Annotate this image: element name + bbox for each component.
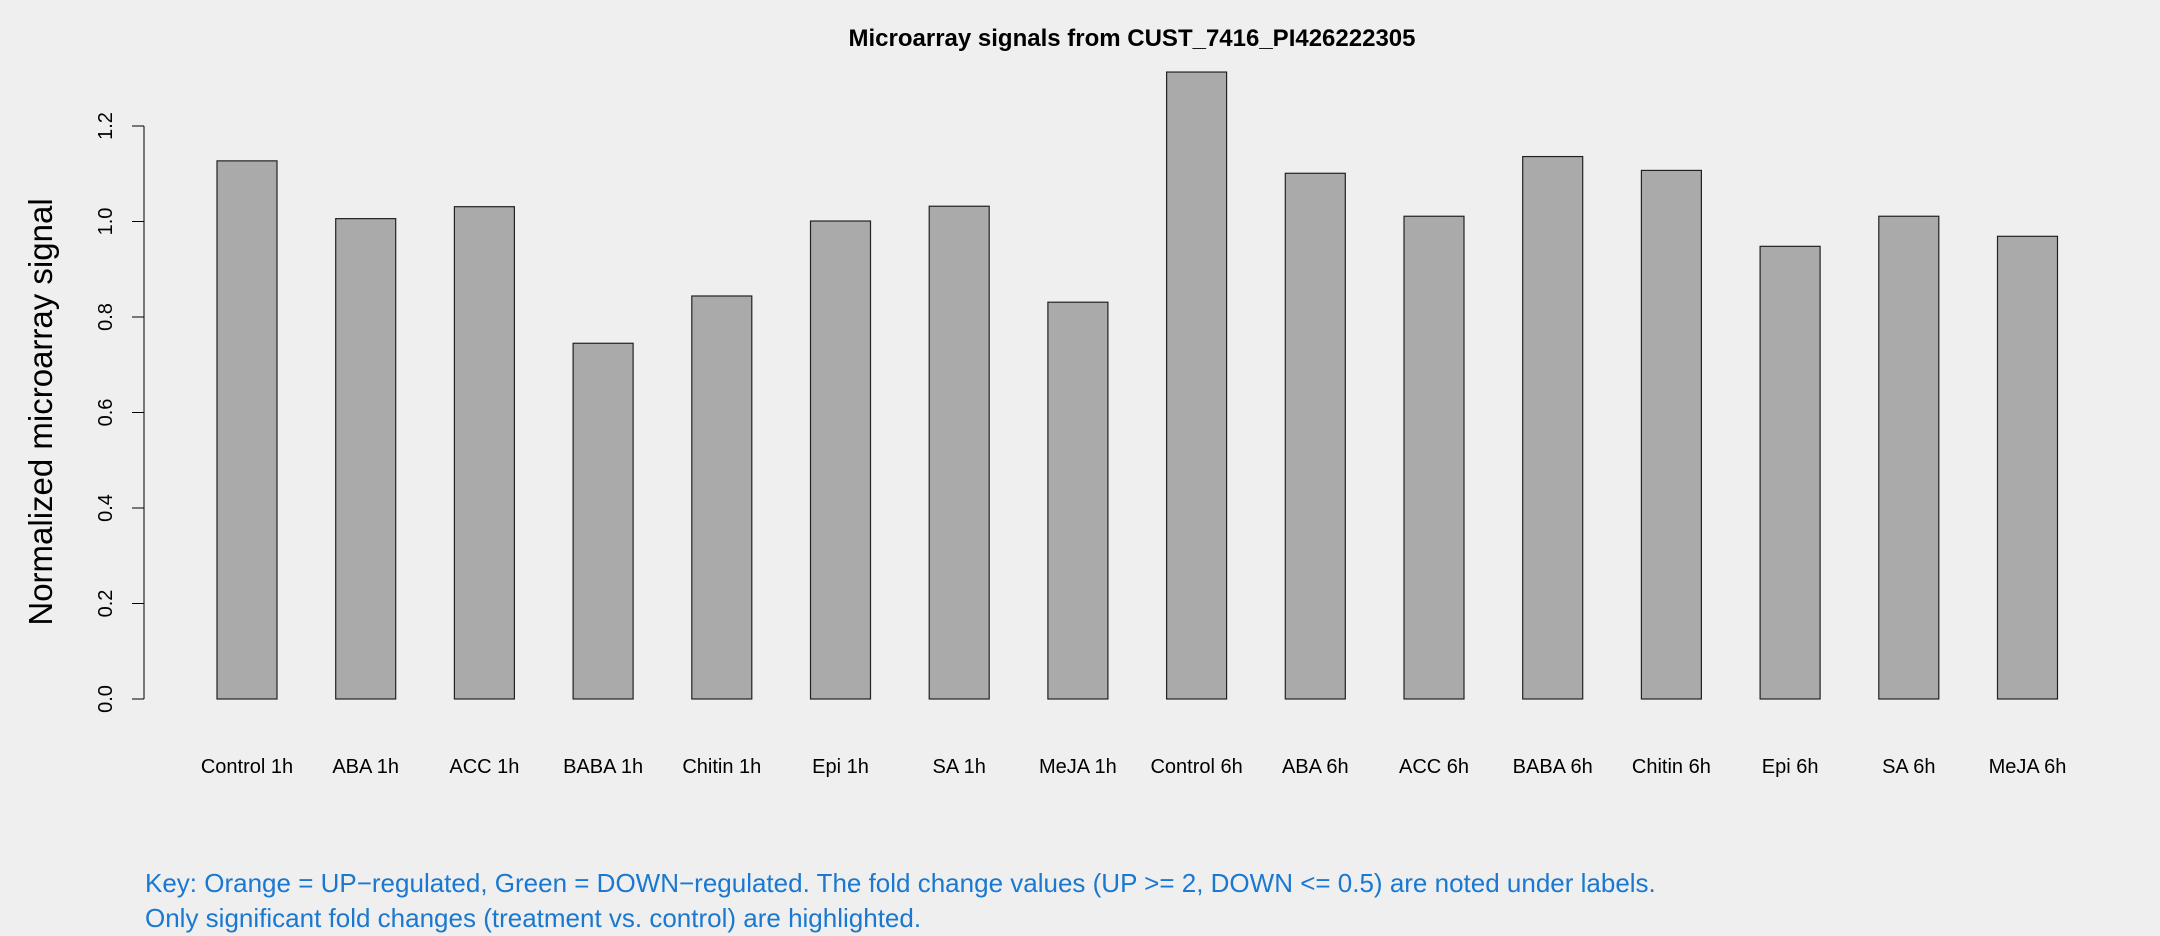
bars [216, 71, 2059, 700]
y-tick-label: 0.4 [95, 494, 117, 522]
bar-baba-1h [572, 342, 634, 700]
x-tick-label: Epi 1h [812, 756, 869, 778]
key-line-2: Only significant fold changes (treatment… [145, 903, 921, 933]
bar-control-6h [1165, 71, 1228, 700]
x-tick-label: MeJA 1h [1039, 756, 1117, 778]
x-tick-label: BABA 1h [563, 756, 643, 778]
bar-chitin-6h [1640, 169, 1703, 700]
x-tick-label: Epi 6h [1762, 756, 1819, 778]
bar-meja-6h [1996, 235, 2059, 700]
bar-aba-1h [335, 218, 397, 700]
bar-acc-6h [1403, 215, 1465, 700]
bar-epi-1h [809, 220, 872, 700]
x-tick-label: SA 1h [933, 756, 986, 778]
x-tick-label: Control 6h [1150, 756, 1242, 778]
x-tick-label: MeJA 6h [1989, 756, 2067, 778]
y-axis: 0.0 0.2 0.4 0.6 0.8 1.0 1.2 [95, 112, 145, 713]
y-tick-label: 0.0 [95, 685, 117, 713]
y-tick-label: 0.8 [95, 303, 117, 331]
x-tick-label: ACC 6h [1399, 756, 1469, 778]
y-tick-label: 1.2 [95, 112, 117, 140]
bar-control-1h [216, 160, 278, 700]
bar-epi-6h [1759, 245, 1821, 700]
x-tick-label: ABA 6h [1282, 756, 1349, 778]
y-axis-label: Normalized microarray signal [22, 198, 59, 625]
x-tick-label: ABA 1h [332, 756, 399, 778]
x-tick-label: SA 6h [1882, 756, 1935, 778]
bar-baba-6h [1522, 155, 1584, 700]
x-tick-label: Control 1h [201, 756, 293, 778]
x-tick-label: Chitin 1h [682, 756, 761, 778]
x-tick-label: Chitin 6h [1632, 756, 1711, 778]
y-tick-label: 0.2 [95, 590, 117, 618]
bar-meja-1h [1047, 301, 1109, 700]
bar-acc-1h [453, 206, 515, 700]
bar-sa-6h [1878, 215, 1940, 700]
key-line-1: Key: Orange = UP−regulated, Green = DOWN… [145, 868, 1656, 898]
x-tick-label: ACC 1h [449, 756, 519, 778]
chart-title: Microarray signals from CUST_7416_PI4262… [849, 25, 1416, 52]
x-tick-label: BABA 6h [1513, 756, 1593, 778]
bar-aba-6h [1284, 172, 1346, 700]
bar-chitin-1h [691, 295, 753, 700]
y-tick-label: 0.6 [95, 399, 117, 427]
x-axis-labels: Control 1h ABA 1h ACC 1h BABA 1h Chitin 1h Ep… [201, 756, 2067, 778]
y-tick-label: 1.0 [95, 208, 117, 236]
bar-sa-1h [928, 205, 990, 700]
